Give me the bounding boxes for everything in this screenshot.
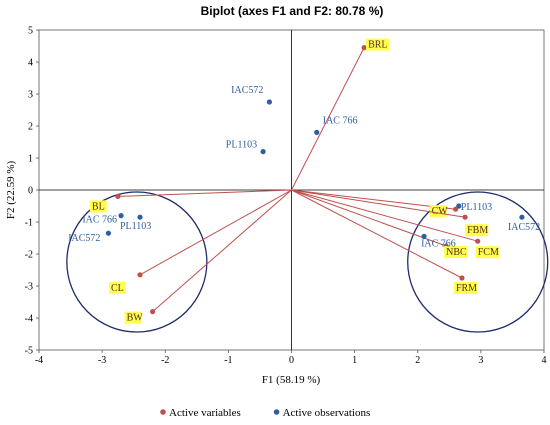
variable-label: FBM: [467, 225, 488, 236]
y-tick-label: 1: [28, 154, 33, 165]
cluster-circle: [407, 191, 549, 333]
variable-label-highlight: [366, 38, 390, 51]
legend-marker: [273, 409, 280, 415]
y-tick-label: 3: [28, 90, 33, 101]
variable-label-highlight: [444, 246, 468, 258]
observation-label: IAC572: [231, 85, 263, 96]
legend: Active variables Active observations: [160, 407, 370, 419]
observation-label: IAC572: [508, 222, 540, 233]
variable-point: [475, 238, 481, 244]
observation-point: [137, 214, 143, 220]
variable-label-highlight: [465, 224, 489, 237]
x-tick-label: -3: [98, 355, 106, 366]
observation-point: [519, 214, 525, 220]
legend-marker: [160, 409, 166, 415]
variable-label-highlight: [124, 311, 142, 324]
chart-title: Biplot (axes F1 and F2: 80.78 %): [201, 4, 384, 18]
legend-label: Active observations: [283, 407, 371, 419]
x-tick-label: 3: [478, 355, 483, 366]
y-tick-label: 5: [28, 26, 33, 37]
y-tick-label: 2: [28, 122, 33, 133]
variable-point: [115, 193, 121, 199]
y-tick-label: -4: [25, 314, 33, 325]
variable-point: [361, 45, 367, 51]
y-tick-label: -5: [25, 346, 33, 357]
x-tick-label: 2: [415, 355, 420, 366]
vector-line: [139, 189, 292, 276]
variable-point: [462, 214, 468, 220]
variable-label: BL: [92, 201, 105, 212]
variable-point: [459, 275, 465, 281]
observation-label: IAC 766: [421, 238, 456, 249]
vector-line: [291, 189, 447, 247]
variable-label-highlight: [109, 281, 126, 294]
variable-label-highlight: [429, 205, 447, 218]
variable-label: CL: [111, 283, 124, 294]
variable-label: FRM: [456, 283, 477, 294]
variable-label: BW: [127, 313, 144, 324]
observation-label: IAC 766: [323, 115, 358, 126]
x-tick-label: 4: [542, 355, 547, 366]
observation-label: PL1103: [461, 202, 492, 213]
y-tick-label: 4: [28, 58, 33, 69]
variable-label-highlight: [475, 246, 499, 259]
variable-label-highlight: [89, 200, 107, 213]
observation-point: [421, 233, 427, 239]
observation-label: IAC572: [68, 233, 100, 244]
y-tick-label: -3: [25, 282, 33, 293]
x-tick-label: 1: [352, 355, 357, 366]
variable-label-highlight: [453, 282, 478, 294]
observation-label: PL1103: [120, 221, 151, 232]
y-tick-label: -1: [25, 218, 33, 229]
variable-point: [137, 272, 143, 278]
observation-point: [314, 129, 320, 135]
y-tick-label: -2: [25, 250, 33, 261]
legend-label: Active variables: [169, 407, 241, 419]
observation-point: [266, 99, 273, 105]
observation-label: IAC 766: [82, 215, 117, 226]
variable-label: NBC: [446, 247, 467, 258]
y-tick-label: 0: [28, 186, 33, 197]
x-tick-label: -1: [224, 355, 232, 366]
cluster-circles: [66, 191, 549, 333]
vector-line: [117, 189, 292, 197]
vector-line: [291, 189, 466, 218]
observation-point: [260, 149, 266, 155]
observation-label: PL1103: [226, 140, 257, 151]
vector-line: [291, 189, 456, 210]
vector-line: [291, 189, 478, 242]
observation-point: [456, 203, 462, 209]
x-axis-label: F1 (58.19 %): [262, 374, 321, 386]
vector-line: [152, 189, 292, 312]
vector-line: [291, 47, 365, 191]
x-tick-label: -4: [35, 355, 43, 366]
vector-line: [291, 189, 463, 279]
x-tick-label: -2: [161, 355, 169, 366]
observation-point: [118, 213, 124, 219]
observation-point: [105, 230, 112, 236]
y-axis-label: F2 (22.59 %): [5, 160, 17, 219]
variable-point: [453, 206, 459, 212]
variable-label: FCM: [478, 247, 499, 258]
variable-point: [150, 309, 156, 315]
variable-label: BRL: [368, 40, 387, 51]
variable-label: CW: [432, 206, 449, 217]
x-tick-label: 0: [289, 355, 294, 366]
cluster-circle: [66, 191, 208, 333]
